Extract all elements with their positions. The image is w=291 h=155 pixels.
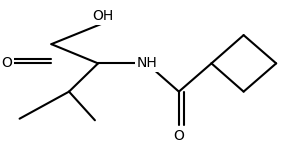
Text: O: O <box>173 128 184 142</box>
Text: OH: OH <box>92 9 113 23</box>
Text: NH: NH <box>136 56 157 70</box>
Text: O: O <box>2 56 13 70</box>
